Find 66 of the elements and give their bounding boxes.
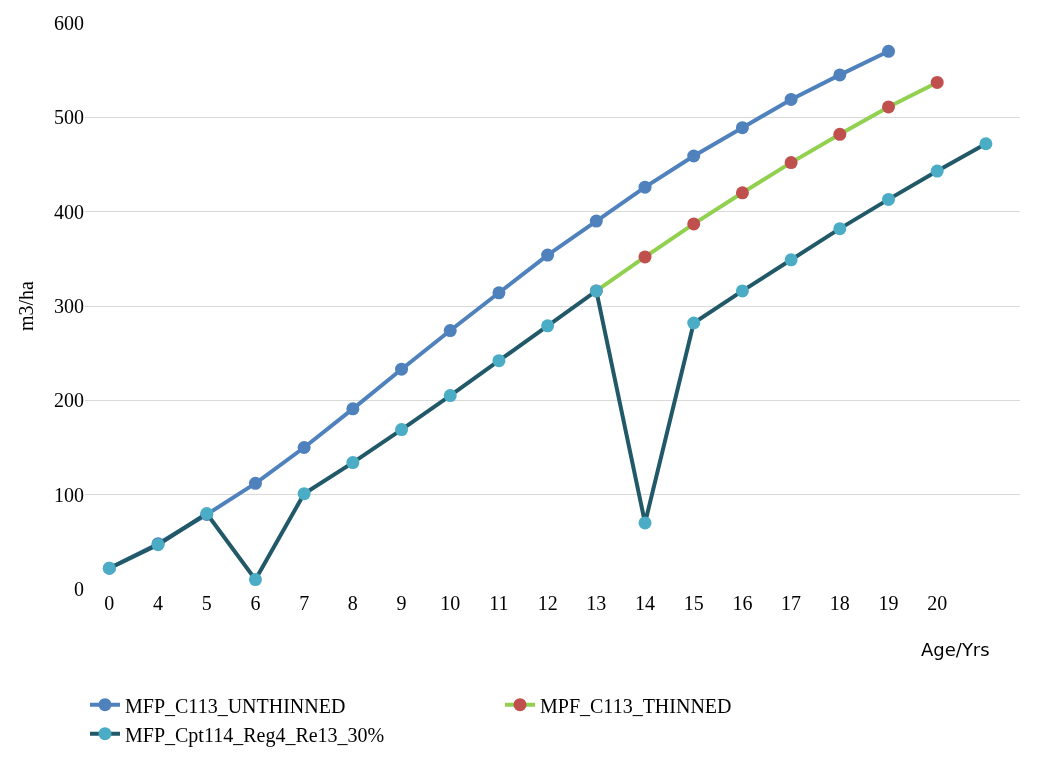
point: [833, 222, 847, 236]
point: [492, 354, 506, 368]
point: [541, 319, 555, 333]
x-tick-label: 11: [489, 592, 509, 614]
y-tick-label: 400: [54, 200, 84, 223]
point: [492, 286, 506, 300]
x-tick-label: 0: [104, 592, 115, 614]
point: [443, 324, 457, 338]
point: [346, 456, 360, 470]
point: [248, 573, 262, 587]
x-tick-label: 20: [927, 592, 948, 614]
y-tick-label: 0: [74, 578, 84, 600]
point: [687, 217, 701, 231]
x-tick-label: 16: [732, 592, 753, 614]
point: [833, 68, 847, 82]
point: [979, 137, 993, 151]
point: [882, 100, 896, 114]
point: [541, 248, 555, 262]
point: [735, 186, 749, 200]
point: [882, 44, 896, 58]
point: [638, 516, 652, 530]
point: [882, 192, 896, 206]
x-tick-label: 7: [299, 592, 310, 614]
x-tick-label: 15: [683, 592, 704, 614]
point: [346, 402, 360, 416]
y-tick-label: 200: [54, 389, 84, 412]
point: [784, 92, 798, 106]
x-tick-label: 6: [250, 592, 261, 614]
x-tick-label: 13: [586, 592, 607, 614]
legend-label: MPF_C113_THINNED: [540, 694, 732, 717]
point: [638, 250, 652, 264]
legend-label: MFP_C113_UNTHINNED: [125, 694, 346, 717]
y-tick-label: 100: [54, 483, 84, 506]
point: [297, 441, 311, 454]
x-tick-label: 19: [878, 592, 899, 614]
y-tick-label: 300: [54, 295, 84, 317]
y-tick-label: 500: [54, 106, 84, 129]
point: [443, 389, 457, 403]
point: [784, 253, 798, 267]
x-tick-label: 14: [635, 592, 656, 614]
point: [248, 476, 262, 490]
x-tick-label: 18: [829, 592, 850, 614]
x-tick-label: 12: [537, 592, 558, 614]
x-tick-label: 10: [440, 592, 461, 614]
point: [735, 284, 749, 298]
x-tick-label: 8: [347, 592, 358, 614]
point: [687, 316, 701, 330]
x-tick-label: 5: [201, 592, 212, 614]
legend-label: MFP_Cpt114_Reg4_Re13_30%: [125, 723, 385, 747]
x-tick-label: 9: [396, 592, 407, 614]
point: [930, 164, 944, 178]
point: [589, 214, 603, 228]
point: [784, 156, 798, 170]
point: [395, 423, 409, 437]
point: [735, 121, 749, 135]
x-tick-label: 4: [153, 592, 164, 614]
point: [687, 149, 701, 163]
x-axis-title: Age/Yrs: [921, 639, 990, 660]
point: [297, 487, 311, 501]
point: [833, 127, 847, 141]
x-tick-label: 17: [781, 592, 802, 614]
point: [930, 75, 944, 89]
y-tick-label: 600: [54, 12, 84, 34]
y-axis-title: m3/ha: [14, 280, 37, 331]
point: [395, 362, 409, 376]
point: [638, 180, 652, 194]
